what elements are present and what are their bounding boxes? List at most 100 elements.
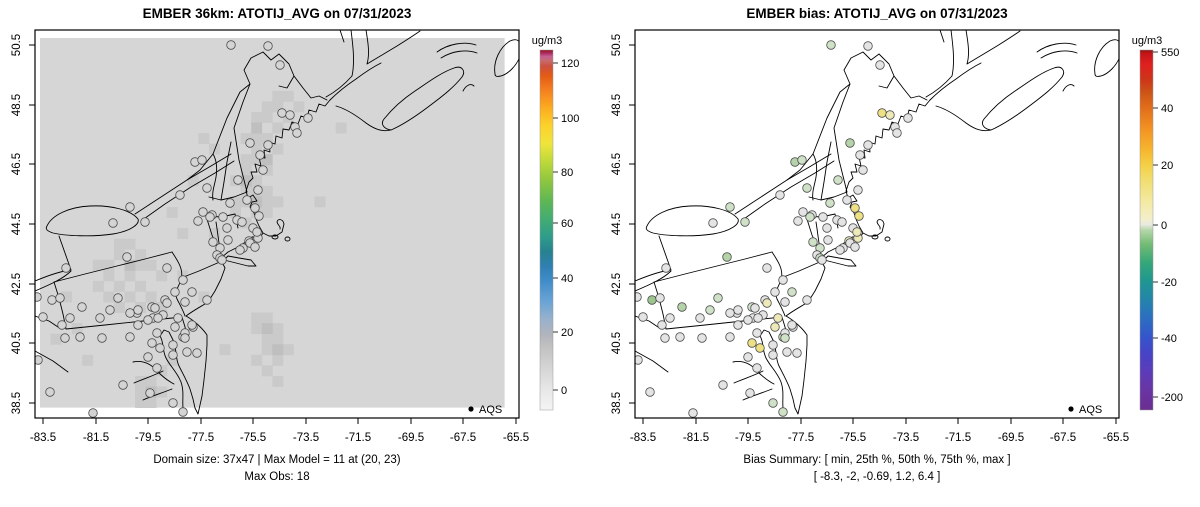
station-marker [755,343,765,353]
colorbar-tick-label: 120 [561,58,579,70]
raster-cell [261,365,273,377]
raster-cell [177,228,189,240]
x-tick-label: -81.5 [83,432,109,444]
station-marker [162,263,172,273]
station-marker [695,313,705,323]
raster-cell [92,259,104,271]
raster-cell [124,238,136,250]
station-marker [747,338,757,348]
station-markers-layer [35,40,313,418]
station-marker [782,347,792,357]
raster-cell [261,312,273,324]
station-marker [118,380,128,390]
bias-map-panel: EMBER bias: ATOTIJ_AVG on 07/31/2023 -83… [600,0,1200,502]
raster-cell [208,228,220,240]
station-marker [255,150,265,160]
raster-cell [145,259,157,271]
y-tick-label: 46.5 [11,153,23,175]
station-marker [173,313,183,323]
raster-cell [198,133,210,144]
x-tick-label: -83.5 [30,432,56,444]
station-marker [205,212,215,222]
station-marker [35,355,43,365]
station-marker [753,313,763,323]
station-marker [752,328,762,338]
station-marker [863,41,873,51]
station-marker [145,388,155,398]
station-marker [258,165,268,175]
colorbar-tick-label: 100 [561,113,579,125]
station-marker [647,295,657,305]
station-marker [125,308,135,318]
station-marker [705,305,715,315]
station-marker [143,315,153,325]
x-tick-label: -77.5 [188,432,214,444]
raster-cell [272,375,284,387]
station-marker [725,308,735,318]
raster-cell [219,344,231,356]
station-marker [133,320,143,330]
y-tick-label: 48.5 [11,94,23,116]
station-marker [808,237,818,247]
raster-cell [166,206,178,218]
colorbar-tick-label: -40 [1161,333,1177,345]
station-marker [180,297,190,307]
raster-cell [71,323,83,335]
x-tick-label: -67.5 [450,432,476,444]
raster-cell [272,344,284,356]
station-marker [845,138,855,148]
raster-cell [272,122,284,134]
station-marker [150,303,160,313]
station-marker [192,348,202,358]
raster-cell [251,122,263,134]
x-tick-label: -73.5 [293,432,319,444]
station-marker [242,195,252,205]
station-marker [655,293,665,303]
raster-cell [261,344,273,356]
station-marker [252,227,262,237]
x-tick-label: -75.5 [240,432,266,444]
station-marker [792,348,802,358]
station-marker [65,313,75,323]
raster-cell [272,196,284,208]
colorbar [1139,49,1154,411]
station-marker [635,292,642,302]
station-marker [740,217,750,227]
x-tick-label: -65.5 [503,432,529,444]
station-marker [787,320,797,330]
colorbar-tick-label: 20 [1161,160,1173,172]
station-marker [797,155,807,165]
station-marker [187,320,197,330]
station-marker [250,242,260,252]
station-marker [178,275,188,285]
colorbar-tick-label: 0 [1161,220,1167,232]
raster-cell [113,249,125,261]
raster-cell [261,154,273,166]
station-marker [75,332,85,342]
station-marker [660,333,670,343]
raster-cell [124,291,136,303]
station-marker [88,408,98,418]
station-marker [133,305,143,315]
station-marker [218,212,228,222]
colorbar-tick-label: -200 [1161,392,1183,404]
station-marker [718,380,728,390]
raster-cell [282,90,294,102]
colorbar-units-label: ug/m3 [1132,35,1163,47]
station-marker [826,40,836,50]
station-marker [805,212,815,222]
station-marker [143,352,153,362]
x-tick-label: -71.5 [345,432,371,444]
raster-cell [135,259,146,271]
station-marker [222,223,232,233]
panel-title: EMBER 36km: ATOTIJ_AVG on 07/31/2023 [143,6,412,21]
y-tick-label: 46.5 [611,153,623,175]
station-marker [38,312,48,322]
raster-cell [61,291,73,303]
raster-cell [135,386,146,398]
station-marker [153,313,163,323]
raster-cell [251,175,263,187]
x-tick-label: -79.5 [735,432,761,444]
x-tick-label: -77.5 [788,432,814,444]
raster-cell [251,154,263,166]
